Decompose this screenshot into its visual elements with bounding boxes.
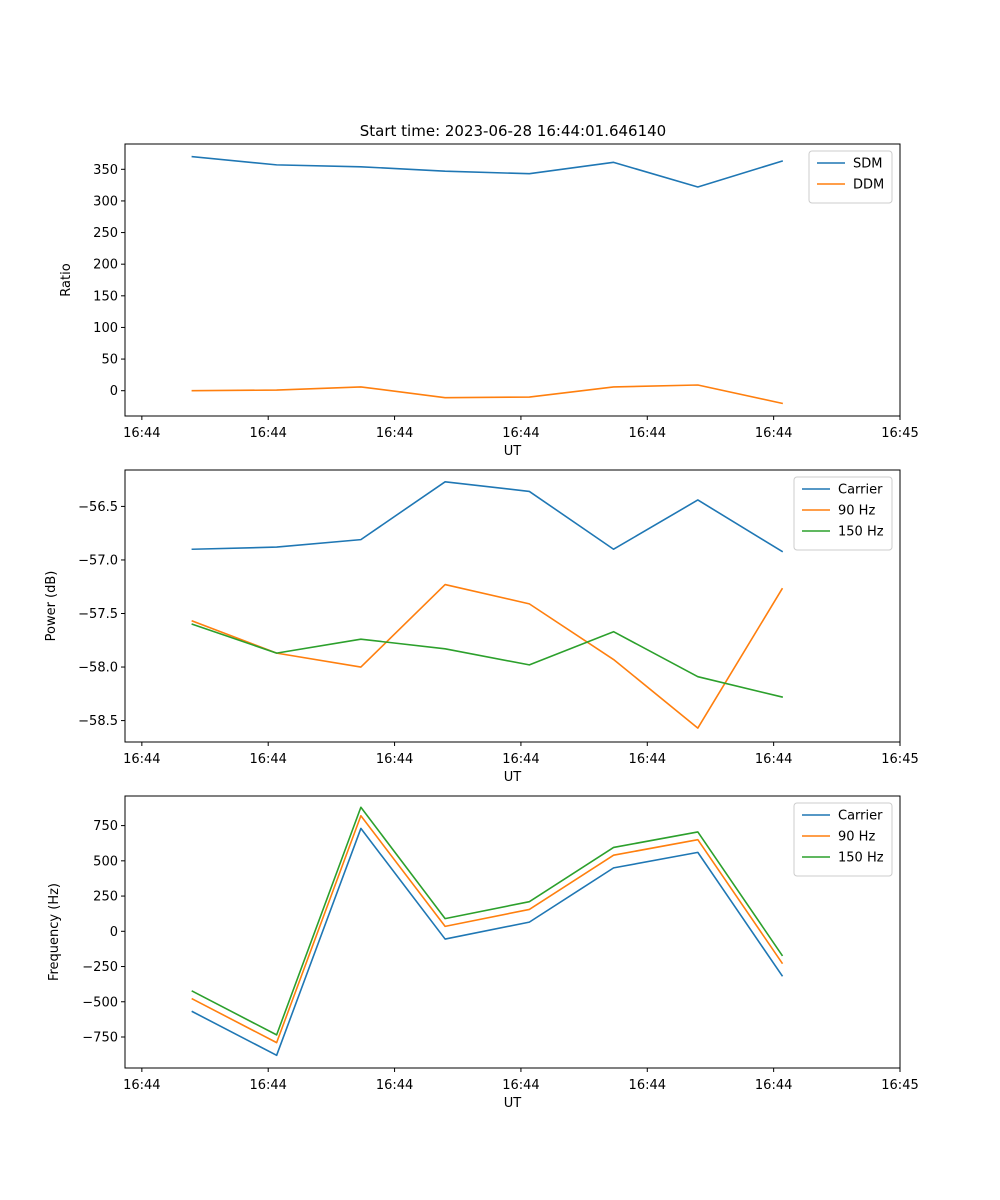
- x-tick-label: 16:44: [123, 752, 160, 767]
- series-line-3-1: [191, 827, 784, 1057]
- legend-entry: SDM: [853, 157, 882, 172]
- x-tick-label: 16:45: [881, 426, 918, 441]
- legend-entry: 90 Hz: [838, 830, 875, 845]
- y-tick-label: −57.5: [78, 607, 118, 622]
- x-axis-label: UT: [504, 1096, 522, 1111]
- legend-entry: 150 Hz: [838, 851, 884, 866]
- x-tick-label: 16:44: [755, 426, 792, 441]
- x-tick-label: 16:44: [249, 752, 286, 767]
- series-line-3-3: [191, 806, 784, 1036]
- chart-panel-1: 16:44 16:44 16:44 16:44 16:44 16:44 16:45 0 50 10…: [59, 143, 919, 459]
- x-tick-label: 16:44: [249, 1078, 286, 1093]
- x-tick-label: 16:44: [755, 752, 792, 767]
- y-tick-label: −58.0: [78, 661, 118, 676]
- x-tick-label: 16:44: [629, 1078, 666, 1093]
- legend-entry: DDM: [853, 178, 884, 193]
- y-tick-label: 0: [110, 925, 118, 940]
- y-tick-label: 500: [93, 854, 118, 869]
- series-line-2-2: [191, 583, 784, 729]
- y-tick-label: 50: [101, 353, 118, 368]
- plot-frame: [124, 795, 901, 1069]
- x-tick-label: 16:44: [123, 426, 160, 441]
- y-tick-label: −500: [82, 995, 118, 1010]
- y-tick-label: −56.5: [78, 500, 118, 515]
- legend: Carrier 90 Hz 150 Hz: [793, 802, 893, 877]
- legend: SDM DDM: [808, 150, 893, 204]
- x-tick-label: 16:44: [629, 426, 666, 441]
- y-tick-label: 300: [93, 194, 118, 209]
- chart-title: Start time: 2023-06-28 16:44:01.646140: [360, 122, 666, 140]
- plot-frame: [124, 143, 901, 417]
- y-tick-label: −250: [82, 960, 118, 975]
- x-tick-label: 16:45: [881, 1078, 918, 1093]
- legend-entry: Carrier: [838, 483, 883, 498]
- x-tick-label: 16:45: [881, 752, 918, 767]
- series-line-1-1: [191, 155, 784, 188]
- y-axis-label: Power (dB): [44, 571, 59, 642]
- x-tick-label: 16:44: [376, 426, 413, 441]
- chart-panel-3: 16:44 16:44 16:44 16:44 16:44 16:44 16:45 −750 −…: [47, 795, 919, 1111]
- x-tick-label: 16:44: [629, 752, 666, 767]
- y-axis-label: Ratio: [59, 263, 74, 296]
- x-tick-label: 16:44: [502, 426, 539, 441]
- plot-frame: [124, 469, 901, 743]
- x-tick-label: 16:44: [755, 1078, 792, 1093]
- y-axis-label: Frequency (Hz): [47, 883, 62, 981]
- series-line-1-2: [191, 384, 784, 405]
- series-line-2-1: [191, 480, 784, 553]
- x-tick-label: 16:44: [376, 752, 413, 767]
- y-tick-label: −57.0: [78, 553, 118, 568]
- legend-entry: 90 Hz: [838, 504, 875, 519]
- x-tick-label: 16:44: [376, 1078, 413, 1093]
- x-axis-label: UT: [504, 770, 522, 785]
- y-tick-label: 200: [93, 258, 118, 273]
- x-axis-label: UT: [504, 444, 522, 459]
- legend-box: [808, 150, 893, 204]
- x-tick-label: 16:44: [123, 1078, 160, 1093]
- x-tick-label: 16:44: [502, 752, 539, 767]
- legend-entry: Carrier: [838, 809, 883, 824]
- y-tick-label: −58.5: [78, 714, 118, 729]
- y-tick-label: 150: [93, 289, 118, 304]
- legend-entry: 150 Hz: [838, 525, 884, 540]
- y-tick-label: −750: [82, 1030, 118, 1045]
- chart-panel-2: 16:44 16:44 16:44 16:44 16:44 16:44 16:45 −58.5…: [44, 469, 919, 785]
- y-tick-label: 250: [93, 226, 118, 241]
- y-tick-label: 100: [93, 321, 118, 336]
- series-line-3-2: [191, 814, 784, 1044]
- y-tick-label: 350: [93, 163, 118, 178]
- x-tick-label: 16:44: [249, 426, 286, 441]
- legend: Carrier 90 Hz 150 Hz: [793, 476, 893, 551]
- x-tick-label: 16:44: [502, 1078, 539, 1093]
- series-line-2-3: [191, 623, 784, 698]
- y-tick-label: 250: [93, 890, 118, 905]
- y-tick-label: 0: [110, 384, 118, 399]
- y-tick-label: 750: [93, 819, 118, 834]
